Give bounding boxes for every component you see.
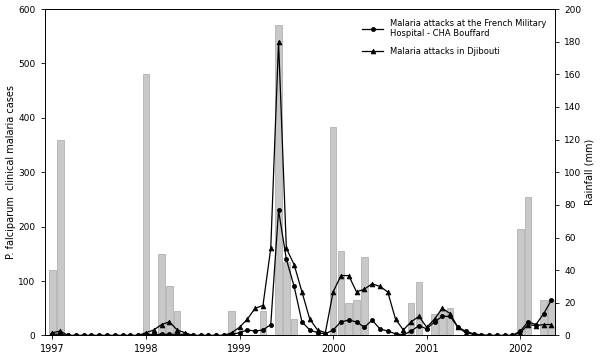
Bar — [229, 311, 235, 336]
Bar — [49, 270, 56, 336]
Malaria attacks at the French Military
Hospital - CHA Bouffard — [493, 333, 500, 338]
Bar — [439, 311, 446, 336]
Bar — [525, 197, 532, 336]
Bar — [338, 251, 344, 336]
Malaria attacks in Djibouti — [64, 333, 71, 338]
Legend: Malaria attacks at the French Military
Hospital - CHA Bouffard, Malaria attacks : Malaria attacks at the French Military H… — [360, 17, 548, 58]
Malaria attacks in Djibouti — [173, 328, 181, 332]
Malaria attacks in Djibouti — [49, 330, 56, 335]
Bar — [517, 229, 524, 336]
Bar — [408, 303, 415, 336]
Bar — [143, 74, 149, 336]
Malaria attacks at the French Military
Hospital - CHA Bouffard — [49, 332, 56, 337]
Bar — [431, 314, 438, 336]
Malaria attacks at the French Military
Hospital - CHA Bouffard — [173, 332, 181, 337]
Bar — [283, 262, 290, 336]
Bar — [353, 300, 360, 336]
Y-axis label: Rainfall (mm): Rainfall (mm) — [584, 139, 595, 205]
Malaria attacks at the French Military
Hospital - CHA Bouffard — [322, 332, 329, 336]
Malaria attacks at the French Military
Hospital - CHA Bouffard — [64, 333, 71, 338]
Bar — [361, 257, 368, 336]
Bar — [291, 319, 298, 336]
Bar — [260, 311, 266, 336]
Bar — [174, 311, 181, 336]
Malaria attacks at the French Military
Hospital - CHA Bouffard — [275, 208, 282, 212]
Line: Malaria attacks at the French Military
Hospital - CHA Bouffard: Malaria attacks at the French Military H… — [50, 208, 554, 338]
Malaria attacks at the French Military
Hospital - CHA Bouffard — [548, 298, 555, 302]
Bar — [57, 140, 64, 336]
Malaria attacks at the French Military
Hospital - CHA Bouffard — [205, 333, 212, 338]
Bar — [275, 25, 282, 336]
Bar — [166, 287, 173, 336]
Malaria attacks in Djibouti — [275, 40, 282, 44]
Line: Malaria attacks in Djibouti: Malaria attacks in Djibouti — [50, 39, 554, 338]
Malaria attacks in Djibouti — [493, 333, 500, 338]
Bar — [541, 300, 547, 336]
Bar — [447, 308, 454, 336]
Malaria attacks in Djibouti — [532, 324, 539, 328]
Y-axis label: P. falciparum  clinical malaria cases: P. falciparum clinical malaria cases — [5, 85, 16, 259]
Malaria attacks in Djibouti — [205, 333, 212, 338]
Bar — [346, 303, 352, 336]
Malaria attacks in Djibouti — [267, 246, 274, 251]
Malaria attacks at the French Military
Hospital - CHA Bouffard — [267, 322, 274, 327]
Malaria attacks at the French Military
Hospital - CHA Bouffard — [532, 322, 539, 327]
Malaria attacks in Djibouti — [548, 322, 555, 327]
Malaria attacks in Djibouti — [322, 330, 329, 335]
Bar — [548, 300, 555, 336]
Bar — [158, 254, 165, 336]
Bar — [416, 282, 422, 336]
Bar — [330, 127, 337, 336]
